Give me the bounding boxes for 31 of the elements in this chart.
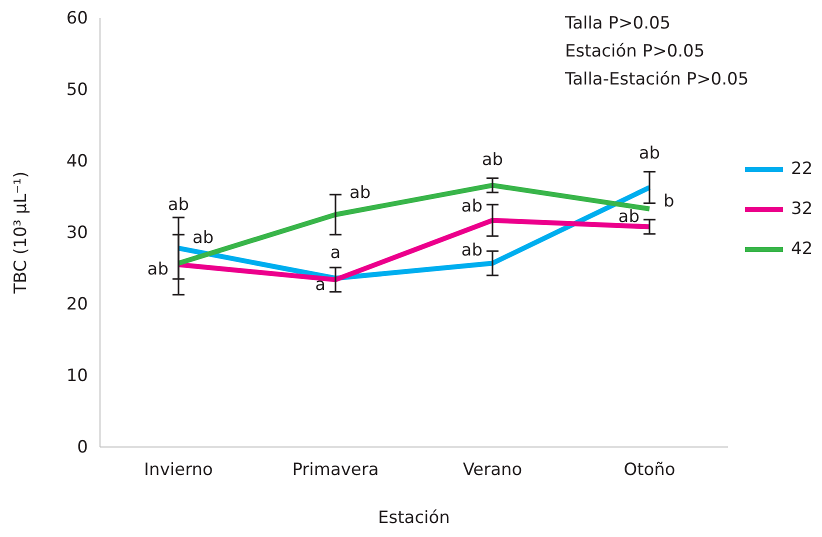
annotation: a	[330, 243, 341, 264]
y-axis-title: TBC (10³ µL⁻¹)	[11, 171, 31, 295]
annotation: a	[315, 275, 326, 296]
annotation: ab	[461, 240, 482, 261]
annotation: Talla-Estación P>0.05	[564, 70, 749, 90]
annotation: b	[664, 191, 674, 212]
y-tick-label: 60	[66, 8, 88, 28]
annotation: ab	[168, 195, 190, 216]
annotation: ab	[482, 150, 504, 170]
y-tick-label: 10	[66, 366, 88, 386]
x-tick-label: Primavera	[292, 460, 379, 480]
annotation: ab	[147, 259, 168, 280]
y-tick-label: 20	[66, 294, 88, 314]
legend-label: 42	[791, 239, 813, 260]
annotation: ab	[350, 182, 371, 203]
x-tick-label: Otoño	[624, 460, 676, 480]
legend-label: 22	[791, 159, 813, 180]
y-tick-label: 50	[66, 80, 88, 100]
annotation: ab	[618, 207, 640, 228]
legend-label: 32	[791, 199, 813, 220]
x-tick-label: Verano	[462, 460, 522, 480]
annotation: ab	[638, 143, 660, 164]
annotation: Estación P>0.05	[565, 42, 705, 62]
x-tick-label: Invierno	[144, 460, 213, 480]
annotation: ab	[192, 228, 214, 248]
x-axis-title: Estación	[378, 508, 450, 528]
annotation: ab	[461, 196, 482, 217]
y-tick-label: 30	[66, 222, 88, 243]
annotation: Talla P>0.05	[564, 14, 671, 34]
y-tick-label: 40	[66, 151, 88, 172]
y-tick-label: 0	[77, 437, 88, 458]
